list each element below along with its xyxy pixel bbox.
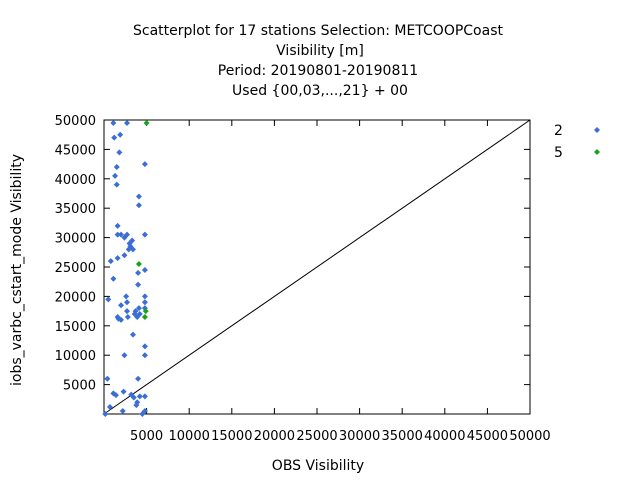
series-2-point — [136, 393, 143, 400]
series-2-point — [141, 299, 148, 306]
chart-legend: 25 — [554, 123, 600, 161]
series-2-point — [129, 237, 136, 244]
series-2-point — [106, 403, 113, 410]
y-axis-tick-labels: 5000 10000 15000 20000 25000 30000 35000 40000 4… — [55, 114, 96, 394]
series-2-point — [141, 393, 148, 400]
y-tick-label: 30000 — [55, 232, 96, 247]
x-tick-label: 5000 — [130, 429, 163, 444]
legend-marker-series-5 — [594, 149, 600, 155]
x-axis-label: OBS Visibility — [272, 458, 364, 474]
series-2-point — [135, 193, 142, 200]
chart-title-line-4: Used {00,03,...,21} + 00 — [232, 83, 408, 99]
series-2-point — [141, 293, 148, 300]
series-2-point — [121, 352, 128, 359]
series-2-point — [135, 202, 142, 209]
y-tick-label: 45000 — [55, 143, 96, 158]
series-2-point — [134, 399, 141, 406]
legend-label-series-2: 2 — [554, 123, 563, 139]
x-tick-label: 45000 — [467, 429, 508, 444]
series-2-point — [107, 258, 114, 265]
series-2-point — [135, 281, 142, 288]
series-5-point — [143, 119, 150, 126]
y-tick-label: 10000 — [55, 349, 96, 364]
series-2-point — [111, 134, 118, 141]
series-2-point — [124, 231, 131, 238]
chart-title-group: Scatterplot for 17 stations Selection: M… — [133, 23, 503, 99]
y-tick-label: 50000 — [55, 114, 96, 129]
series-2-point — [141, 161, 148, 168]
y-tick-label: 25000 — [55, 261, 96, 276]
series-2-point — [118, 231, 125, 238]
series-2-point — [116, 149, 123, 156]
series-2-point — [121, 252, 128, 259]
x-tick-label: 50000 — [509, 429, 550, 444]
x-axis-ticks — [146, 120, 531, 414]
series-2-point — [110, 119, 117, 126]
series-2-point — [113, 181, 120, 188]
series-2-point — [141, 352, 148, 359]
chart-title-line-1: Scatterplot for 17 stations Selection: M… — [133, 23, 503, 39]
series-2-point — [135, 375, 142, 382]
x-tick-label: 25000 — [296, 429, 337, 444]
x-tick-label: 30000 — [339, 429, 380, 444]
series-2-point — [110, 275, 117, 282]
series-2-point — [112, 172, 119, 179]
series-5-point — [135, 261, 142, 268]
series-2-point — [118, 302, 125, 309]
series-2-point — [141, 266, 148, 273]
series-2-point — [104, 375, 111, 382]
x-tick-label: 40000 — [424, 429, 465, 444]
series-2-point — [129, 331, 136, 338]
x-tick-label: 10000 — [169, 429, 210, 444]
series-2-point — [135, 305, 142, 312]
series-2-point — [124, 119, 131, 126]
y-tick-label: 40000 — [55, 173, 96, 188]
series-2-point — [120, 388, 127, 395]
y-axis-label: iobs_varbc_cstart_mode Visibility — [9, 154, 25, 386]
y-axis-ticks — [104, 119, 530, 386]
series-2-point — [141, 343, 148, 350]
series-2-point — [139, 411, 146, 417]
series-2-point — [129, 246, 136, 253]
series-5-point — [142, 308, 149, 315]
series-2-point — [124, 308, 131, 315]
series-2-point — [112, 392, 119, 399]
y-tick-label: 35000 — [55, 202, 96, 217]
series-2-point — [124, 313, 131, 320]
series-2-point — [114, 231, 121, 238]
series-2-point — [113, 164, 120, 171]
series-5-points — [135, 119, 150, 320]
series-2-point — [118, 316, 125, 323]
series-2-point — [119, 408, 126, 415]
chart-title-line-3: Period: 20190801-20190811 — [218, 63, 418, 79]
series-5-point — [141, 313, 148, 320]
series-2-point — [124, 299, 131, 306]
one-to-one-line — [103, 119, 531, 415]
series-2-point — [141, 231, 148, 238]
y-tick-label: 5000 — [63, 379, 96, 394]
series-2-point — [136, 311, 143, 318]
series-2-points — [102, 119, 148, 417]
x-axis-tick-labels: 5000 10000 15000 20000 25000 30000 35000 40000 4… — [130, 429, 551, 444]
data-points — [102, 119, 150, 417]
series-2-point — [105, 296, 112, 303]
series-2-point — [117, 131, 124, 138]
series-2-point — [135, 269, 142, 276]
x-tick-label: 20000 — [254, 429, 295, 444]
series-2-point — [114, 222, 121, 229]
y-tick-label: 20000 — [55, 290, 96, 305]
series-2-point — [102, 411, 109, 417]
legend-label-series-5: 5 — [554, 145, 563, 161]
x-tick-label: 35000 — [382, 429, 423, 444]
series-2-point — [132, 308, 139, 315]
legend-marker-series-2 — [594, 127, 600, 133]
y-tick-label: 15000 — [55, 320, 96, 335]
series-2-point — [114, 255, 121, 262]
series-2-point — [130, 394, 137, 401]
series-2-point — [123, 293, 130, 300]
x-tick-label: 15000 — [211, 429, 252, 444]
chart-title-line-2: Visibility [m] — [276, 43, 364, 59]
